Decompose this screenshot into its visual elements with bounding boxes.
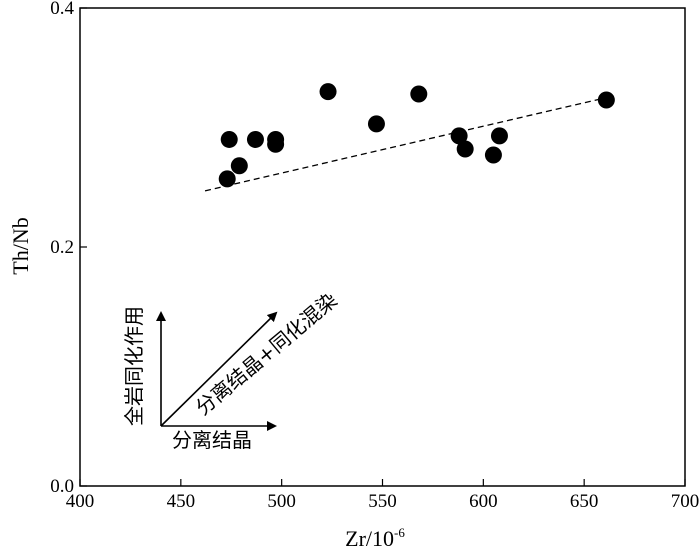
data-point (484, 146, 502, 164)
x-tick-label: 500 (267, 491, 296, 512)
data-point (367, 115, 385, 133)
data-point (450, 127, 468, 145)
diagonal-arrow (160, 311, 278, 427)
y-tick-label: 0.2 (50, 237, 74, 258)
x-tick-label: 650 (570, 491, 599, 512)
x-axis-title-base: Zr/10 (345, 526, 394, 551)
trend-line (204, 96, 607, 192)
x-tick-label: 700 (671, 491, 700, 512)
data-point (410, 85, 428, 103)
y-axis-title: Th/Nb (8, 217, 33, 274)
data-point (597, 91, 615, 109)
vertical-arrow-label: 全岩同化作用 (122, 306, 146, 426)
data-point (246, 130, 264, 148)
y-tick-label: 0.4 (50, 0, 74, 19)
x-tick-label: 550 (368, 491, 397, 512)
x-tick-label: 450 (167, 491, 196, 512)
data-point (267, 135, 285, 153)
data-point (319, 83, 337, 101)
data-point (220, 130, 238, 148)
x-axis-title-exponent: -6 (394, 525, 405, 540)
trend-line-group (204, 96, 607, 192)
horizontal-arrow-label: 分离结晶 (172, 428, 252, 452)
data-point (456, 140, 474, 158)
axes (79, 7, 686, 487)
data-point (490, 127, 508, 145)
y-tick-label: 0.0 (50, 476, 74, 497)
x-tick-label: 600 (469, 491, 498, 512)
data-point (218, 170, 236, 188)
x-tick-label: 400 (66, 491, 95, 512)
x-axis-title: Zr/10-6 (345, 525, 405, 551)
plot-frame (79, 7, 686, 487)
diagonal-arrow-label: 分离结晶+同化混染 (191, 288, 342, 420)
data-point (230, 157, 248, 175)
data-points (218, 83, 615, 188)
ticks: 400 450 500 550 600 650 700 0.0 0.2 0.4 (50, 0, 699, 512)
annotation-arrows (156, 311, 278, 431)
